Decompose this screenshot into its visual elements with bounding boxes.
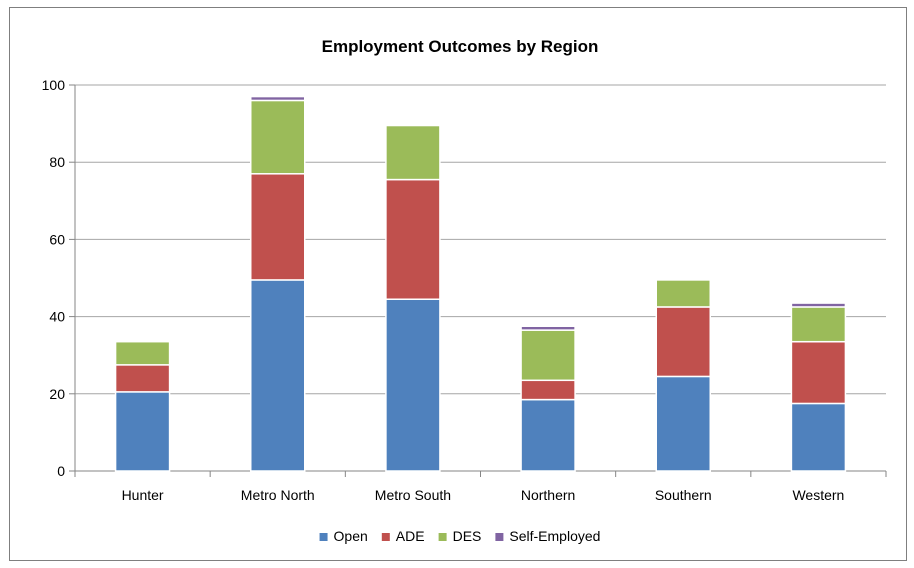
bar-self-employed	[520, 325, 576, 331]
bar-des	[520, 329, 576, 382]
gridlines	[75, 84, 886, 395]
legend-swatch-open	[319, 533, 328, 541]
x-tick-label: Southern	[655, 487, 712, 503]
bar-open	[655, 375, 711, 472]
bar-ade	[385, 178, 441, 300]
chart-title: Employment Outcomes by Region	[322, 37, 599, 56]
legend-swatch-self-employed	[495, 533, 504, 541]
legend-swatch-des	[438, 533, 447, 541]
bar-des	[790, 306, 847, 343]
y-tick-label: 80	[49, 154, 65, 170]
bar-des	[655, 279, 711, 308]
axes	[69, 84, 887, 477]
bar-ade	[520, 379, 576, 401]
legend-label: ADE	[396, 528, 425, 544]
y-tick-labels: 0 20 40 60 80 100	[42, 77, 66, 479]
x-tick-label: Hunter	[122, 487, 164, 503]
y-tick-label: 100	[42, 77, 66, 93]
y-tick-label: 0	[57, 463, 65, 479]
bars	[114, 95, 847, 472]
y-tick-label: 40	[49, 309, 65, 325]
bar-self-employed	[790, 302, 847, 308]
x-tick-labels: Hunter Metro North Metro South Northern Sout…	[122, 487, 845, 503]
legend-label: DES	[453, 528, 482, 544]
legend-label: Open	[334, 528, 368, 544]
bar-ade	[790, 340, 847, 405]
legend-label: Self-Employed	[509, 528, 600, 544]
bar-ade	[250, 173, 306, 281]
x-tick-label: Western	[792, 487, 844, 503]
bar-ade	[114, 364, 171, 393]
y-tick-label: 20	[49, 386, 65, 402]
x-tick-label: Metro North	[241, 487, 315, 503]
legend: Open ADE DES Self-Employed	[319, 528, 600, 544]
bar-open	[250, 279, 306, 472]
bar-des	[114, 340, 171, 366]
legend-swatch-ade	[381, 533, 390, 541]
x-tick-label: Northern	[521, 487, 575, 503]
x-tick-label: Metro South	[375, 487, 451, 503]
bar-open	[114, 391, 171, 472]
bar-open	[520, 398, 576, 472]
bar-ade	[655, 306, 711, 378]
bar-des	[250, 99, 306, 175]
bar-self-employed	[250, 95, 306, 102]
bar-open	[790, 402, 847, 472]
bar-open	[385, 298, 441, 472]
y-tick-label: 60	[49, 231, 65, 247]
bar-des	[385, 124, 441, 181]
